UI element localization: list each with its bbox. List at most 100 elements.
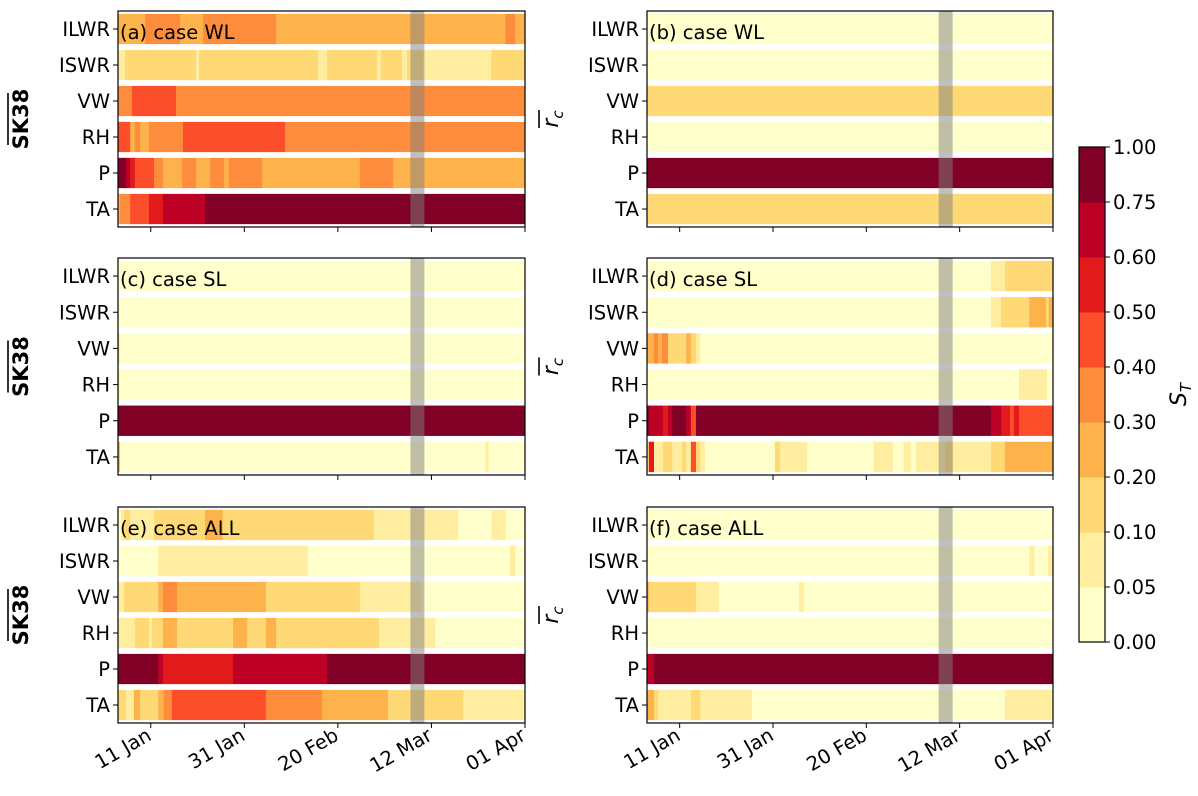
y-axis-label-text: SK38 (9, 89, 33, 150)
heatmap-cell (990, 405, 1002, 436)
heatmap-cell (247, 617, 267, 649)
heatmap-cell (654, 653, 1054, 685)
highlight-band (938, 258, 953, 475)
heatmap-cell (672, 405, 687, 436)
heatmap-row-ta (118, 193, 526, 225)
heatmap-cell (647, 369, 1020, 400)
heatmap-cell (647, 441, 650, 473)
heatmap-cell (1034, 545, 1049, 577)
y-tick-label: RH (611, 374, 639, 397)
heatmap-cell (1018, 369, 1048, 400)
heatmap-cell (491, 509, 506, 541)
x-tick-label: 01 Apr (462, 723, 530, 776)
heatmap-cell (118, 157, 127, 189)
heatmap-cell (648, 581, 697, 613)
heatmap-cell (990, 260, 1006, 292)
heatmap-cell (423, 49, 492, 81)
heatmap-row-ilwr (647, 260, 1054, 292)
colorbar: 0.00 0.05 0.10 0.20 0.30 0.40 0.50 0.60 0.75 1.00… (1078, 136, 1195, 654)
heatmap-cell (686, 405, 692, 436)
heatmap-cell (119, 333, 526, 364)
subscript: c (549, 357, 567, 366)
heatmap-cell (139, 689, 159, 721)
heatmap-cell (463, 689, 526, 721)
heatmap-cell (654, 689, 659, 721)
y-tick-label: VW (77, 90, 110, 113)
heatmap-cell (262, 157, 361, 189)
heatmap-cell (990, 441, 1006, 473)
heatmap-cell (176, 581, 267, 613)
y-axis-label-text: rc (539, 357, 567, 375)
y-tick-label: RH (82, 622, 110, 645)
heatmap-cell (118, 509, 122, 541)
y-tick-label: VW (606, 586, 639, 609)
x-tick-label: 20 Feb (803, 723, 871, 776)
colorbar-segment (1079, 312, 1105, 368)
heatmap-row-iswr (118, 545, 526, 577)
highlight-band (410, 11, 425, 227)
heatmap-cell (130, 193, 150, 225)
heatmap-cell (158, 545, 309, 577)
y-tick-label: ISWR (59, 54, 110, 77)
heatmap-cell (647, 405, 650, 436)
colorbar-segment (1079, 257, 1105, 313)
heatmap-cell (647, 85, 1054, 117)
heatmap-cell (205, 193, 526, 225)
heatmap-row-rh (118, 369, 526, 400)
panel-e: ILWR ISWR VW RH P TA 11 Jan 31 Jan 20 Feb 12 Mar 0… (7, 506, 530, 777)
colorbar-tick-label: 0.50 (1113, 301, 1156, 324)
heatmap-cell (647, 653, 655, 685)
heatmap-row-iswr (118, 297, 526, 328)
heatmap-row-p (118, 157, 526, 189)
heatmap-cell (133, 689, 141, 721)
heatmap-row-ta (647, 193, 1054, 225)
y-axis-label-text: SK38 (9, 585, 33, 646)
heatmap-row-iswr (647, 545, 1054, 577)
heatmap-cell (1010, 405, 1015, 436)
x-tick-label: 12 Mar (894, 723, 965, 777)
y-tick-label: VW (606, 90, 639, 113)
heatmap-cell (327, 49, 378, 81)
heatmap-row-ilwr (118, 260, 526, 292)
heatmap-row-ta (647, 689, 1054, 721)
heatmap-row-iswr (118, 49, 526, 81)
heatmap-cell (233, 653, 328, 685)
heatmap-cell (265, 617, 277, 649)
heatmap-cell (158, 653, 164, 685)
y-tick-label: ILWR (62, 18, 110, 41)
y-tick-label: ISWR (588, 301, 639, 324)
heatmap-row-rh (118, 617, 526, 649)
heatmap-cell (118, 193, 121, 225)
axes-frame (117, 257, 526, 476)
heatmap-cell (505, 13, 516, 45)
heatmap-cell (910, 441, 917, 473)
colorbar-tick-label: 0.60 (1113, 246, 1156, 269)
heatmap-cell (647, 193, 1054, 225)
heatmap-row-vw (118, 581, 526, 613)
heatmap-cell (647, 689, 655, 721)
heatmap-row-p (647, 653, 1054, 685)
heatmap-cell (148, 617, 153, 649)
heatmap-cell (196, 49, 200, 81)
heatmap-cell (125, 157, 131, 189)
heatmap-cell (690, 405, 697, 436)
heatmap-cell (647, 333, 655, 364)
heatmap-row-iswr (647, 297, 1054, 328)
y-tick-label: TA (85, 446, 110, 469)
heatmap-row-p (647, 405, 1054, 436)
heatmap-cell (686, 441, 692, 473)
heatmap-cell (119, 369, 526, 400)
heatmap-cell (803, 581, 1054, 613)
y-tick-label: P (627, 410, 639, 433)
heatmap-row-ta (118, 441, 526, 473)
heatmap-cell (505, 509, 526, 541)
heatmap-cell (647, 121, 1054, 153)
panel-title: (b) case WL (649, 21, 764, 44)
colorbar-segment (1079, 367, 1105, 423)
heatmap-cell (1004, 689, 1054, 721)
colorbar-label-text: ST (1167, 381, 1195, 406)
y-tick-label: TA (614, 446, 639, 469)
y-tick-label: RH (611, 622, 639, 645)
colorbar-segment (1079, 202, 1105, 258)
heatmap-cell (873, 441, 894, 473)
